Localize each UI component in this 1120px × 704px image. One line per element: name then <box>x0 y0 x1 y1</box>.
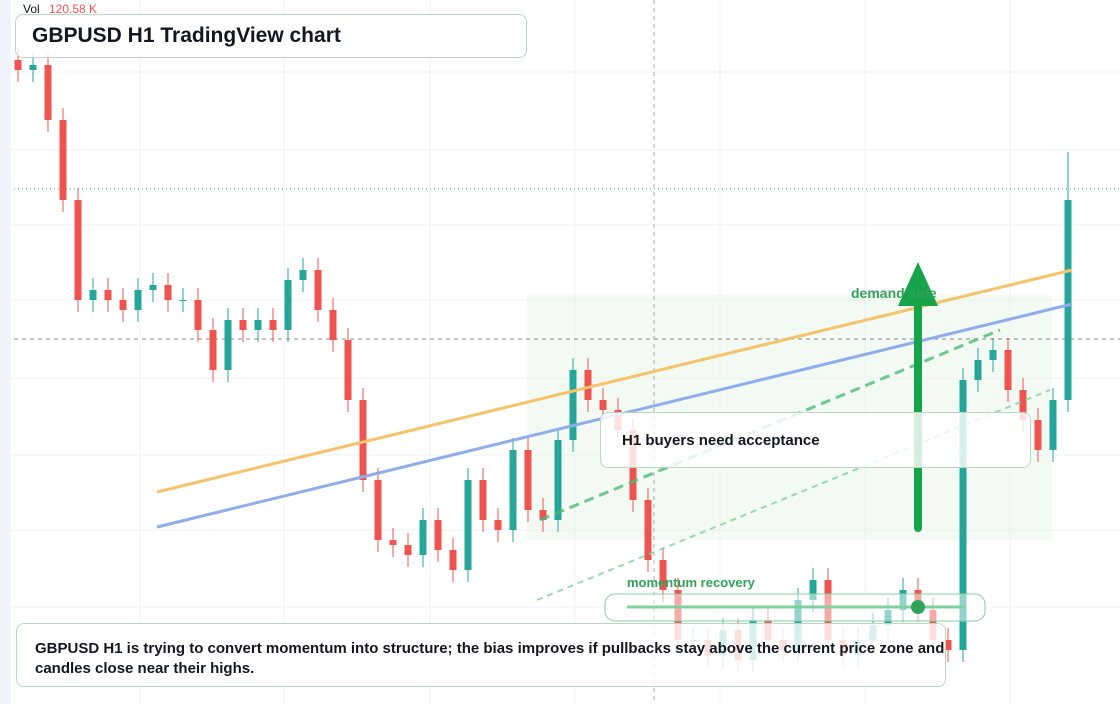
candle-body <box>254 320 262 330</box>
candle-body <box>194 300 202 330</box>
candle-body <box>29 65 37 70</box>
candle-body <box>974 360 982 380</box>
candle-body <box>1019 390 1027 420</box>
candle-body <box>59 120 67 200</box>
note: GBPUSD H1 is trying to convert momentum … <box>16 623 946 687</box>
candle-body <box>179 300 187 301</box>
candle-body <box>74 200 82 300</box>
candle-body <box>1034 420 1042 450</box>
candle-body <box>944 640 952 650</box>
candle-body <box>14 60 22 70</box>
candle-body <box>494 520 502 530</box>
candle-body <box>959 380 967 650</box>
candle-body <box>269 320 277 330</box>
candle-body <box>149 285 157 290</box>
candle-body <box>329 310 337 340</box>
candle-body <box>554 440 562 520</box>
candle-body <box>1064 200 1072 400</box>
candle-body <box>509 450 517 530</box>
candle-body <box>209 330 217 370</box>
candle-body <box>224 320 232 370</box>
candle-body <box>284 280 292 330</box>
candle-body <box>524 450 532 510</box>
candle-body <box>989 350 997 360</box>
candle-body <box>374 480 382 540</box>
candle-body <box>134 290 142 310</box>
candle-body <box>164 285 172 300</box>
candle-body <box>1049 400 1057 450</box>
left-rail <box>0 0 11 704</box>
candle-body <box>479 480 487 520</box>
annotation: momentum recovery <box>627 575 756 590</box>
title: GBPUSD H1 TradingView chart <box>15 14 527 58</box>
candle-body <box>1004 350 1012 390</box>
volume-label: Vol <box>23 2 40 16</box>
candle-body <box>89 290 97 300</box>
annotation: demand side <box>851 285 937 301</box>
candle-body <box>659 560 667 590</box>
candle-body <box>239 320 247 330</box>
slider-knob <box>911 600 925 614</box>
candle-body <box>299 270 307 280</box>
candle-body <box>599 400 607 410</box>
candle-body <box>344 340 352 400</box>
volume-value: 120.58 K <box>49 2 97 16</box>
candle-body <box>404 545 412 555</box>
candle-body <box>434 520 442 550</box>
candle-body <box>464 480 472 570</box>
candle-body <box>644 500 652 560</box>
candle-body <box>449 550 457 570</box>
trend-line <box>536 389 1051 601</box>
candle-body <box>584 370 592 400</box>
candle-body <box>569 370 577 440</box>
callout: H1 buyers need acceptance <box>600 412 1031 468</box>
candle-body <box>539 510 547 520</box>
candle-body <box>419 520 427 555</box>
candle-body <box>104 290 112 300</box>
candle-body <box>359 400 367 480</box>
candle-body <box>314 270 322 310</box>
candle-body <box>389 540 397 545</box>
arrow-head <box>898 262 938 306</box>
candle-body <box>809 580 817 600</box>
candle-body <box>44 65 52 120</box>
candle-body <box>119 300 127 310</box>
